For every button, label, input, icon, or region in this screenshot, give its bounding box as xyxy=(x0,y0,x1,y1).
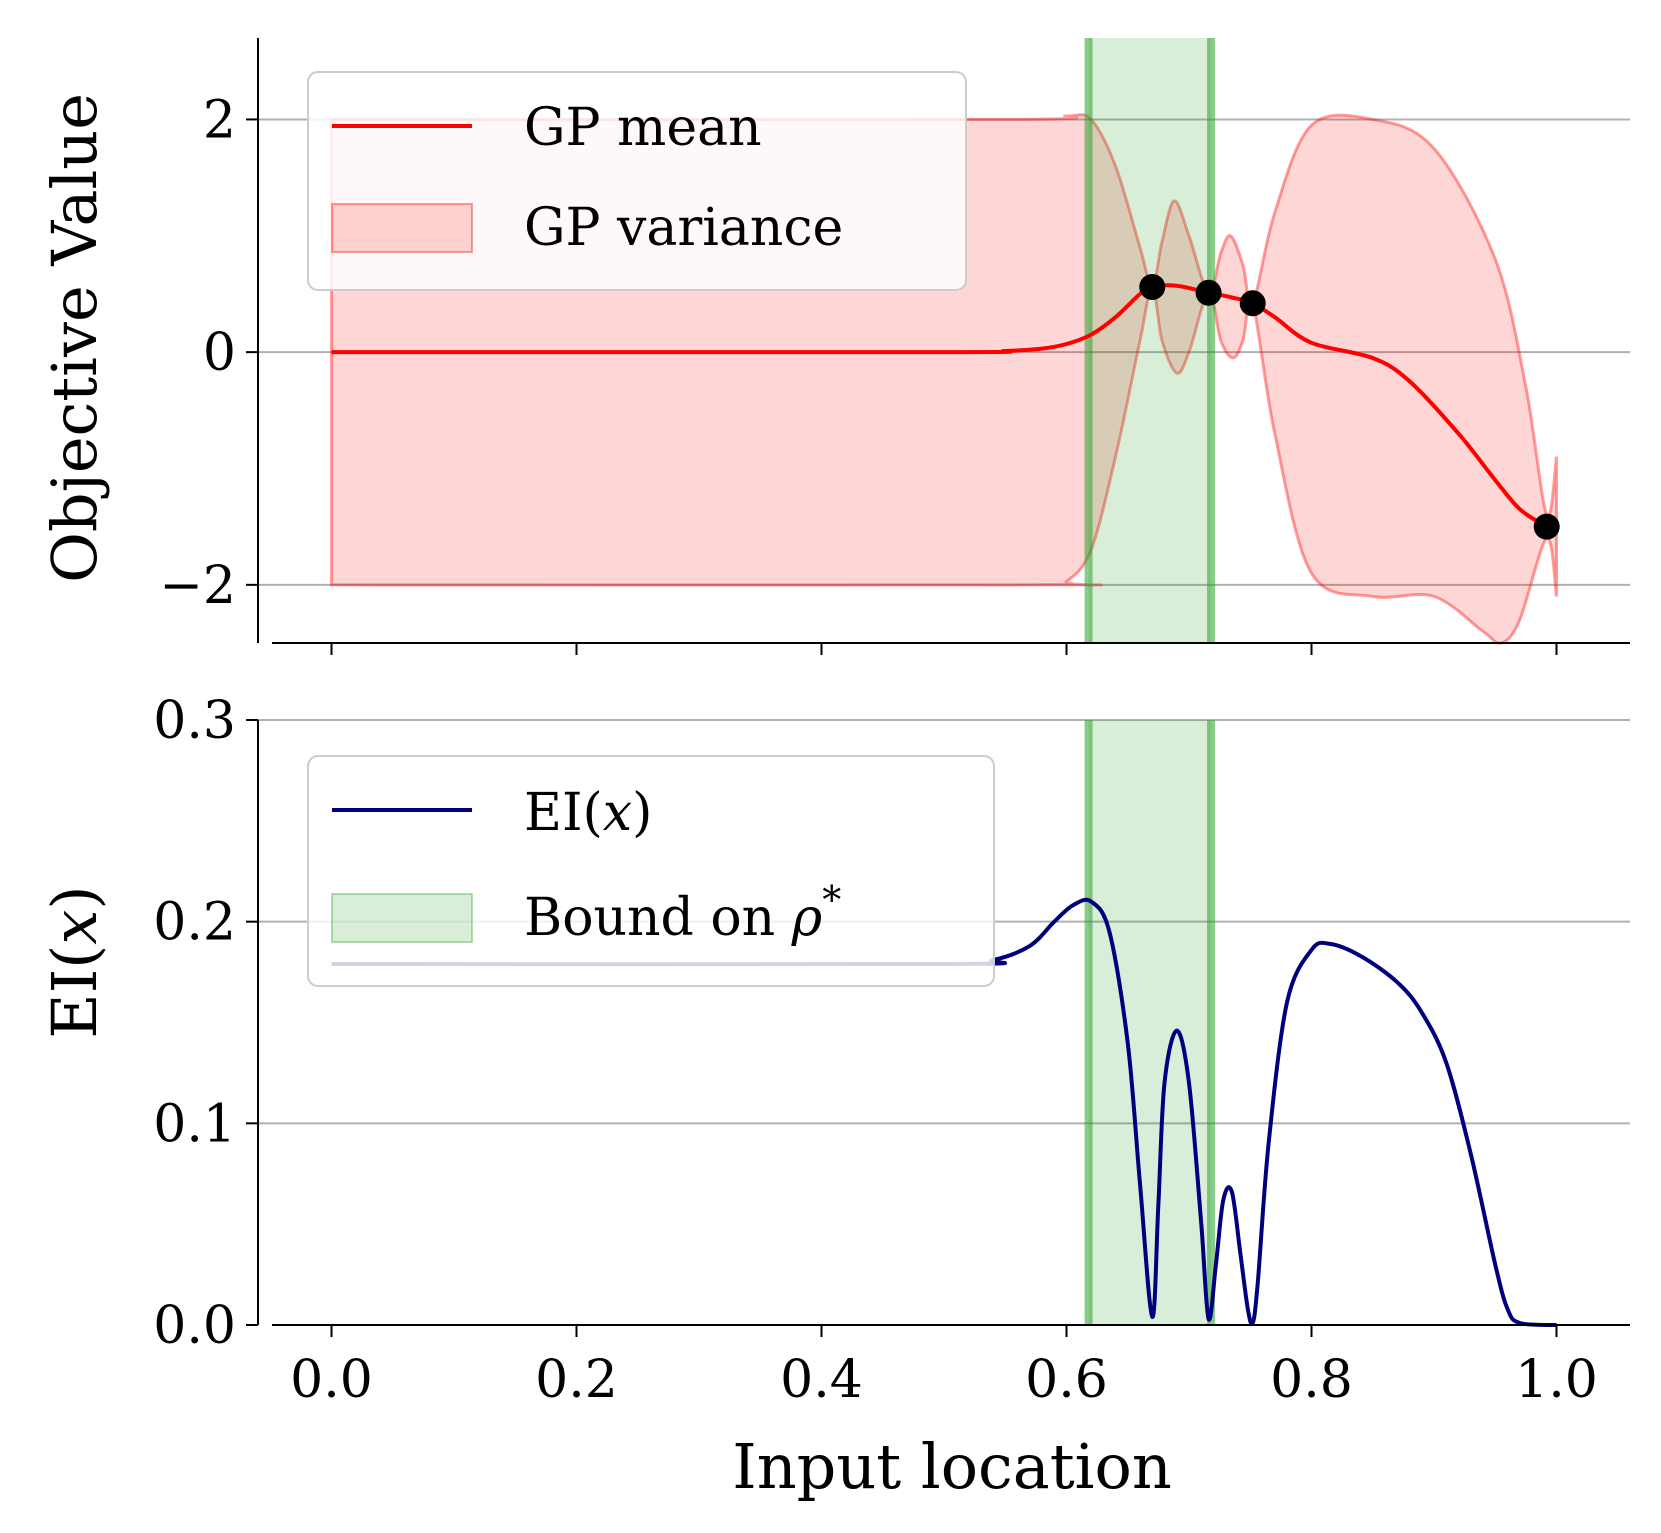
bottom-x-tick-label: 0.4 xyxy=(780,1350,863,1410)
bottom-x-tick-label: 0.6 xyxy=(1025,1350,1108,1410)
top-y-tick-label: 0 xyxy=(203,323,236,383)
observation-points xyxy=(1139,273,1560,540)
legend-gp-mean-label: GP mean xyxy=(524,98,762,158)
legend-bound-swatch xyxy=(331,893,473,943)
top-panel: 2 0 −2 Objective Value GP mean GP variance xyxy=(38,38,1630,655)
observation-point xyxy=(1195,279,1222,306)
top-ticks: 2 0 −2 xyxy=(159,90,1558,655)
bottom-legend-box xyxy=(307,755,995,987)
bottom-y-tick-label: 0.0 xyxy=(153,1296,236,1356)
x-axis-label: Input location xyxy=(732,1430,1172,1503)
bottom-x-tick-label: 0.2 xyxy=(535,1350,618,1410)
legend-gp-variance-label: GP variance xyxy=(524,198,843,258)
bottom-bound-band xyxy=(1088,720,1212,1325)
ei-line xyxy=(331,897,1557,1327)
top-y-axis-label: Objective Value xyxy=(38,93,111,583)
top-legend: GP mean GP variance xyxy=(307,71,967,291)
top-y-tick-label: −2 xyxy=(159,556,236,616)
legend-gp-variance-swatch xyxy=(331,203,473,253)
bottom-y-tick-label: 0.1 xyxy=(153,1094,236,1154)
observation-point xyxy=(1533,513,1560,540)
bottom-legend: EI(x) Bound on ρ* xyxy=(307,755,995,987)
observation-point xyxy=(1239,290,1266,317)
bottom-y-tick-label: 0.2 xyxy=(153,893,236,953)
bottom-y-tick-label: 0.3 xyxy=(153,691,236,751)
top-legend-box xyxy=(307,71,967,291)
top-y-tick-label: 2 xyxy=(203,90,236,150)
bottom-x-tick-label: 1.0 xyxy=(1515,1350,1598,1410)
legend-bound-label: Bound on ρ* xyxy=(524,878,841,948)
observation-point xyxy=(1139,273,1166,300)
bottom-x-tick-label: 0.0 xyxy=(290,1350,373,1410)
top-bound-band xyxy=(1088,38,1212,643)
bottom-panel: 0.0 0.1 0.2 0.3 0.0 0.2 0.4 0.6 0.8 1.0 EI(x) Inp… xyxy=(38,691,1630,1503)
bottom-x-tick-label: 0.8 xyxy=(1270,1350,1353,1410)
legend-ei-label: EI(x) xyxy=(524,783,652,843)
bottom-y-axis-label: EI(x) xyxy=(38,885,111,1038)
gp-mean-line xyxy=(331,283,1548,529)
bottom-ticks: 0.0 0.1 0.2 0.3 0.0 0.2 0.4 0.6 0.8 1.0 xyxy=(153,691,1598,1410)
